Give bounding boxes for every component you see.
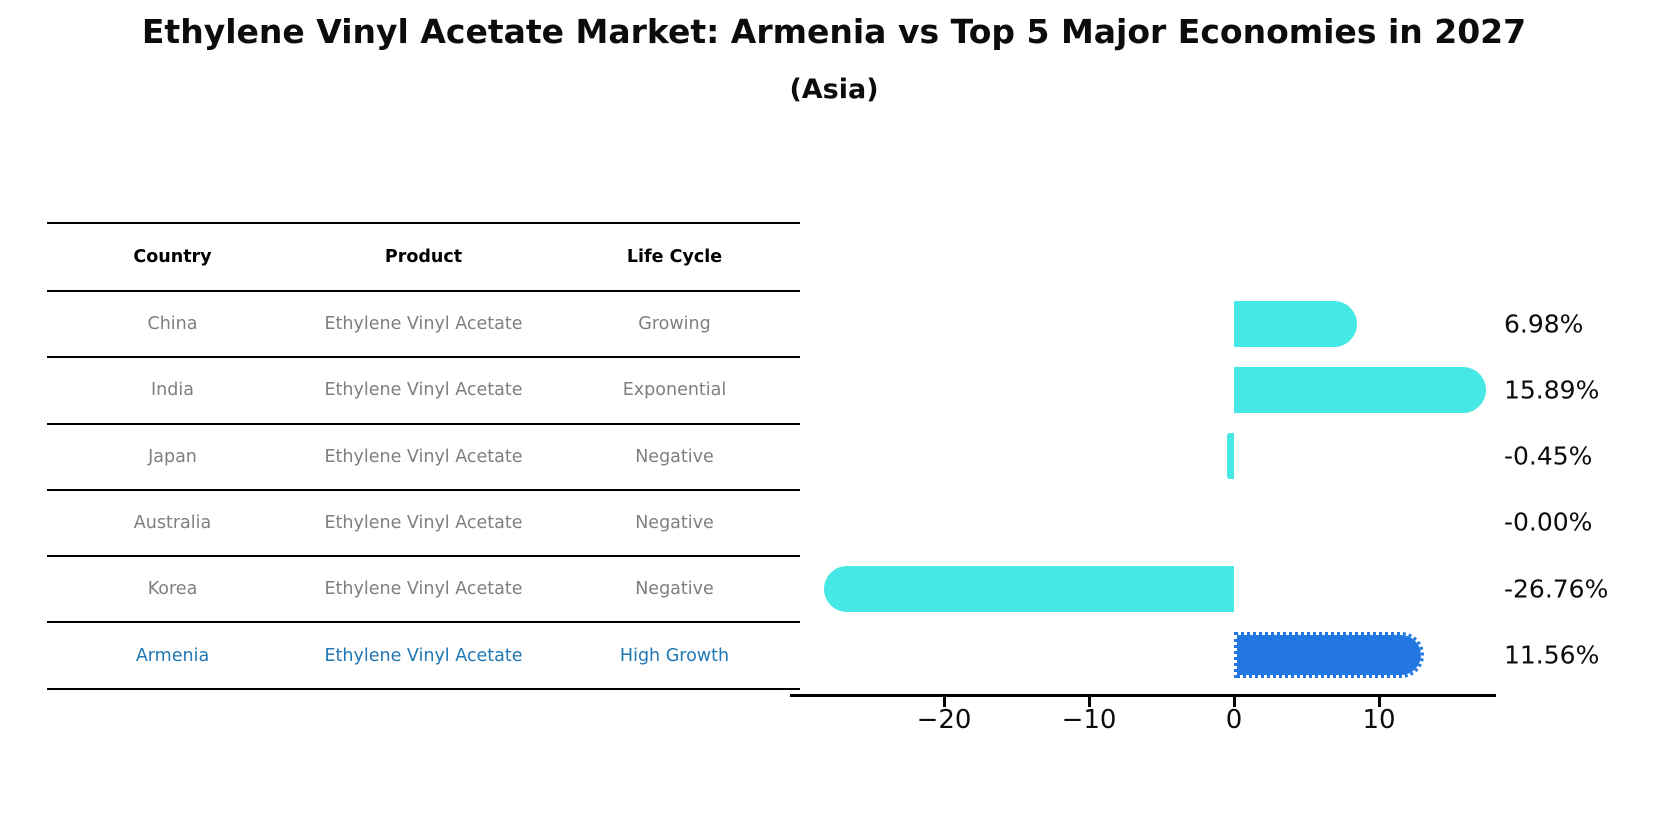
x-tick-label: 0 [1225, 705, 1243, 735]
cell-life-cycle: Exponential [622, 380, 727, 401]
cell-country: Armenia [135, 645, 210, 666]
x-tick-mark [1088, 697, 1091, 707]
cell-product: Ethylene Vinyl Acetate [324, 380, 523, 401]
cell-product: Ethylene Vinyl Acetate [324, 579, 523, 600]
x-tick-label: 10 [1362, 705, 1396, 735]
column-header-life-cycle: Life Cycle [626, 247, 723, 267]
value-label: 6.98% [1504, 309, 1584, 338]
table-row-highlight-armenia: Armenia Ethylene Vinyl Acetate High Grow… [47, 623, 800, 690]
chart-subtitle: (Asia) [789, 74, 879, 105]
table-row: Australia Ethylene Vinyl Acetate Negativ… [47, 491, 800, 558]
cell-country: Japan [148, 446, 197, 467]
column-header-product: Product [384, 247, 463, 267]
x-tick-mark [943, 697, 946, 707]
x-tick-mark [1378, 697, 1381, 707]
x-axis-line [790, 694, 1496, 697]
cell-country: Korea [147, 579, 198, 600]
bar-japan [1227, 433, 1234, 480]
cell-life-cycle: Negative [635, 579, 714, 600]
cell-life-cycle: Negative [635, 446, 714, 467]
cell-product: Ethylene Vinyl Acetate [324, 446, 523, 467]
cell-product: Ethylene Vinyl Acetate [324, 314, 523, 335]
cell-life-cycle: High Growth [619, 645, 730, 666]
country-info-table: Country Product Life Cycle China Ethylen… [47, 222, 800, 690]
bar-china [1234, 300, 1358, 347]
x-tick-label: −20 [916, 705, 972, 735]
x-tick-mark [1233, 697, 1236, 707]
cell-country: India [151, 380, 194, 401]
value-label: 11.56% [1504, 640, 1600, 670]
bar-korea [823, 565, 1234, 612]
cell-life-cycle: Growing [638, 314, 711, 335]
cell-product: Ethylene Vinyl Acetate [324, 645, 523, 666]
column-header-country: Country [133, 247, 212, 267]
cell-product: Ethylene Vinyl Acetate [324, 513, 523, 534]
table-row: India Ethylene Vinyl Acetate Exponential [47, 358, 800, 425]
table-row: Japan Ethylene Vinyl Acetate Negative [47, 425, 800, 491]
cell-life-cycle: Negative [635, 513, 714, 534]
chart-title: Ethylene Vinyl Acetate Market: Armenia v… [141, 12, 1527, 51]
value-label: 15.89% [1504, 375, 1600, 405]
x-tick-label: −10 [1061, 705, 1117, 735]
table-header-row: Country Product Life Cycle [47, 224, 800, 292]
value-label: -26.76% [1504, 574, 1609, 604]
value-label: -0.00% [1504, 507, 1593, 537]
cell-country: China [147, 314, 198, 335]
cell-country: Australia [133, 513, 212, 534]
value-label: -0.45% [1504, 441, 1593, 471]
table-row: Korea Ethylene Vinyl Acetate Negative [47, 557, 800, 624]
table-row: China Ethylene Vinyl Acetate Growing [47, 292, 800, 359]
bar-india [1234, 366, 1487, 413]
bar-armenia [1234, 632, 1424, 678]
